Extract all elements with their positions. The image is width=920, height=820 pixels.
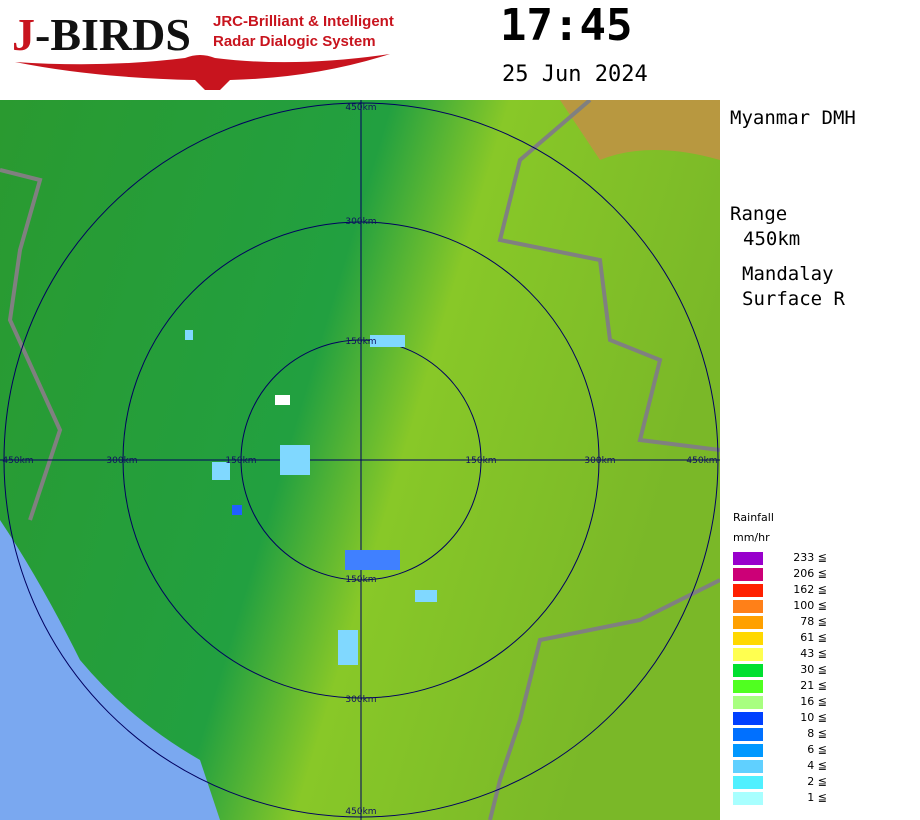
legend-swatch bbox=[733, 744, 763, 757]
legend-item: 21 ≦ bbox=[733, 679, 833, 693]
legend-item: 6 ≦ bbox=[733, 743, 833, 757]
station-name: Mandalay bbox=[742, 263, 834, 285]
ring-label-w300: 300km bbox=[106, 456, 137, 466]
legend-item: 78 ≦ bbox=[733, 615, 833, 629]
legend-value: 162 ≦ bbox=[793, 583, 827, 596]
ring-label-s450: 450km bbox=[345, 807, 376, 817]
ring-label-s300: 300km bbox=[345, 695, 376, 705]
clock-time: 17:45 bbox=[500, 0, 633, 51]
legend-item: 100 ≦ bbox=[733, 599, 833, 613]
legend-swatch bbox=[733, 552, 763, 565]
legend-value: 78 ≦ bbox=[800, 615, 827, 628]
legend-swatch bbox=[733, 712, 763, 725]
legend-swatch bbox=[733, 664, 763, 677]
borders bbox=[0, 100, 720, 820]
legend-swatch bbox=[733, 616, 763, 629]
legend-swatch bbox=[733, 568, 763, 581]
legend-unit: mm/hr bbox=[733, 531, 770, 544]
legend-value: 2 ≦ bbox=[807, 775, 827, 788]
ring-label-w150: 150km bbox=[225, 456, 256, 466]
range-labels: 450km 300km 150km 450km 300km 150km 150k… bbox=[2, 103, 717, 817]
legend-swatch bbox=[733, 584, 763, 597]
ring-label-n150: 150km bbox=[345, 337, 376, 347]
sea bbox=[0, 520, 220, 820]
ring-label-e450: 450km bbox=[686, 456, 717, 466]
legend-swatch bbox=[733, 792, 763, 805]
legend-swatch bbox=[733, 600, 763, 613]
legend-item: 10 ≦ bbox=[733, 711, 833, 725]
legend-value: 10 ≦ bbox=[800, 711, 827, 724]
legend-value: 4 ≦ bbox=[807, 759, 827, 772]
legend-value: 233 ≦ bbox=[793, 551, 827, 564]
legend-value: 100 ≦ bbox=[793, 599, 827, 612]
product-name: Surface R bbox=[742, 288, 845, 310]
jbirds-logo: J-BIRDS JRC-Brilliant & Intelligent Rada… bbox=[0, 0, 400, 100]
legend-swatch bbox=[733, 776, 763, 789]
legend-swatch bbox=[733, 696, 763, 709]
range-value: 450km bbox=[743, 228, 801, 250]
legend-item: 16 ≦ bbox=[733, 695, 833, 709]
legend-swatch bbox=[733, 680, 763, 693]
ring-label-n300: 300km bbox=[345, 217, 376, 227]
date: 25 Jun 2024 bbox=[502, 62, 648, 87]
logo-subtitle-1: JRC-Brilliant & Intelligent bbox=[213, 13, 394, 30]
radar-map[interactable]: 450km 300km 150km 450km 300km 150km 150k… bbox=[0, 100, 720, 820]
agency-label: Myanmar DMH bbox=[730, 107, 856, 129]
legend-swatch bbox=[733, 728, 763, 741]
legend-value: 6 ≦ bbox=[807, 743, 827, 756]
legend-swatch bbox=[733, 760, 763, 773]
rain-echoes bbox=[185, 330, 437, 665]
legend-item: 2 ≦ bbox=[733, 775, 833, 789]
ring-label-w450: 450km bbox=[2, 456, 33, 466]
legend-item: 8 ≦ bbox=[733, 727, 833, 741]
legend-value: 8 ≦ bbox=[807, 727, 827, 740]
legend-item: 1 ≦ bbox=[733, 791, 833, 805]
legend-value: 43 ≦ bbox=[800, 647, 827, 660]
legend-value: 206 ≦ bbox=[793, 567, 827, 580]
legend-item: 30 ≦ bbox=[733, 663, 833, 677]
legend-swatch bbox=[733, 632, 763, 645]
legend-item: 43 ≦ bbox=[733, 647, 833, 661]
legend-item: 61 ≦ bbox=[733, 631, 833, 645]
logo-wordmark: J-BIRDS bbox=[12, 9, 191, 60]
legend-item: 206 ≦ bbox=[733, 567, 833, 581]
legend-value: 61 ≦ bbox=[800, 631, 827, 644]
ring-label-s150: 150km bbox=[345, 575, 376, 585]
legend-swatch bbox=[733, 648, 763, 661]
ring-label-e150: 150km bbox=[465, 456, 496, 466]
ring-label-e300: 300km bbox=[584, 456, 615, 466]
legend-item: 233 ≦ bbox=[733, 551, 833, 565]
mountains bbox=[560, 100, 720, 160]
logo-subtitle-2: Radar Dialogic System bbox=[213, 33, 376, 50]
legend-value: 30 ≦ bbox=[800, 663, 827, 676]
legend-item: 4 ≦ bbox=[733, 759, 833, 773]
legend-title: Rainfall bbox=[733, 511, 774, 524]
legend-value: 1 ≦ bbox=[807, 791, 827, 804]
legend-item: 162 ≦ bbox=[733, 583, 833, 597]
legend-value: 21 ≦ bbox=[800, 679, 827, 692]
range-rings bbox=[0, 100, 720, 820]
eagle-icon bbox=[15, 54, 390, 90]
range-label: Range bbox=[730, 203, 788, 225]
legend-value: 16 ≦ bbox=[800, 695, 827, 708]
ring-label-n450: 450km bbox=[345, 103, 376, 113]
